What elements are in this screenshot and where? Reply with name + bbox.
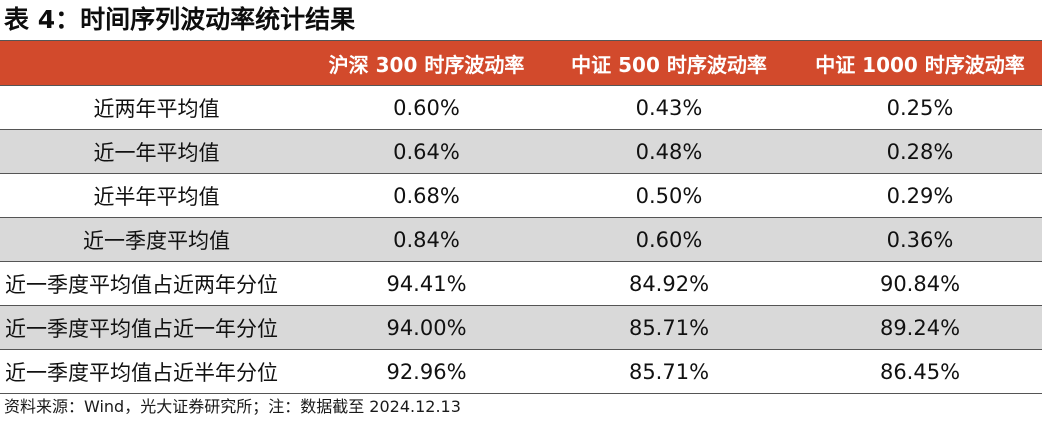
cell-hs300: 0.68%: [313, 173, 540, 218]
header-zz1000: 中证 1000 时序波动率: [798, 40, 1042, 86]
cell-zz500: 0.50%: [540, 173, 798, 218]
cell-zz1000: 0.25%: [798, 85, 1042, 130]
table-row: 近两年平均值 0.60% 0.43% 0.25%: [0, 85, 1042, 130]
row-label: 近半年平均值: [0, 173, 313, 218]
cell-hs300: 92.96%: [313, 349, 540, 394]
header-zz500: 中证 500 时序波动率: [540, 40, 798, 86]
source-note: 资料来源：Wind，光大证券研究所；注：数据截至 2024.12.13: [4, 397, 461, 416]
row-label: 近一季度平均值占近两年分位: [0, 261, 313, 306]
cell-zz500: 85.71%: [540, 305, 798, 350]
cell-zz500: 0.60%: [540, 217, 798, 262]
cell-hs300: 94.41%: [313, 261, 540, 306]
cell-zz1000: 86.45%: [798, 349, 1042, 394]
cell-zz1000: 0.28%: [798, 129, 1042, 174]
row-label: 近两年平均值: [0, 85, 313, 130]
cell-zz500: 84.92%: [540, 261, 798, 306]
cell-zz500: 85.71%: [540, 349, 798, 394]
cell-zz500: 0.48%: [540, 129, 798, 174]
row-label: 近一季度平均值占近一年分位: [0, 305, 313, 350]
cell-hs300: 0.64%: [313, 129, 540, 174]
header-corner: [0, 40, 313, 86]
cell-hs300: 94.00%: [313, 305, 540, 350]
cell-hs300: 0.60%: [313, 85, 540, 130]
table-row: 近一季度平均值占近两年分位 94.41% 84.92% 90.84%: [0, 261, 1042, 306]
cell-zz500: 0.43%: [540, 85, 798, 130]
header-hs300: 沪深 300 时序波动率: [313, 40, 540, 86]
cell-zz1000: 0.36%: [798, 217, 1042, 262]
table-header-row: 沪深 300 时序波动率 中证 500 时序波动率 中证 1000 时序波动率: [0, 40, 1042, 86]
row-label: 近一年平均值: [0, 129, 313, 174]
table-row: 近一季度平均值占近一年分位 94.00% 85.71% 89.24%: [0, 305, 1042, 350]
cell-hs300: 0.84%: [313, 217, 540, 262]
table-title: 表 4：时间序列波动率统计结果: [4, 5, 356, 34]
table-row: 近一季度平均值 0.84% 0.60% 0.36%: [0, 217, 1042, 262]
table-row: 近一年平均值 0.64% 0.48% 0.28%: [0, 129, 1042, 174]
cell-zz1000: 89.24%: [798, 305, 1042, 350]
table-row: 近半年平均值 0.68% 0.50% 0.29%: [0, 173, 1042, 218]
row-label: 近一季度平均值: [0, 217, 313, 262]
cell-zz1000: 0.29%: [798, 173, 1042, 218]
table-row: 近一季度平均值占近半年分位 92.96% 85.71% 86.45%: [0, 349, 1042, 394]
volatility-table: 沪深 300 时序波动率 中证 500 时序波动率 中证 1000 时序波动率 …: [0, 40, 1042, 394]
cell-zz1000: 90.84%: [798, 261, 1042, 306]
row-label: 近一季度平均值占近半年分位: [0, 349, 313, 394]
